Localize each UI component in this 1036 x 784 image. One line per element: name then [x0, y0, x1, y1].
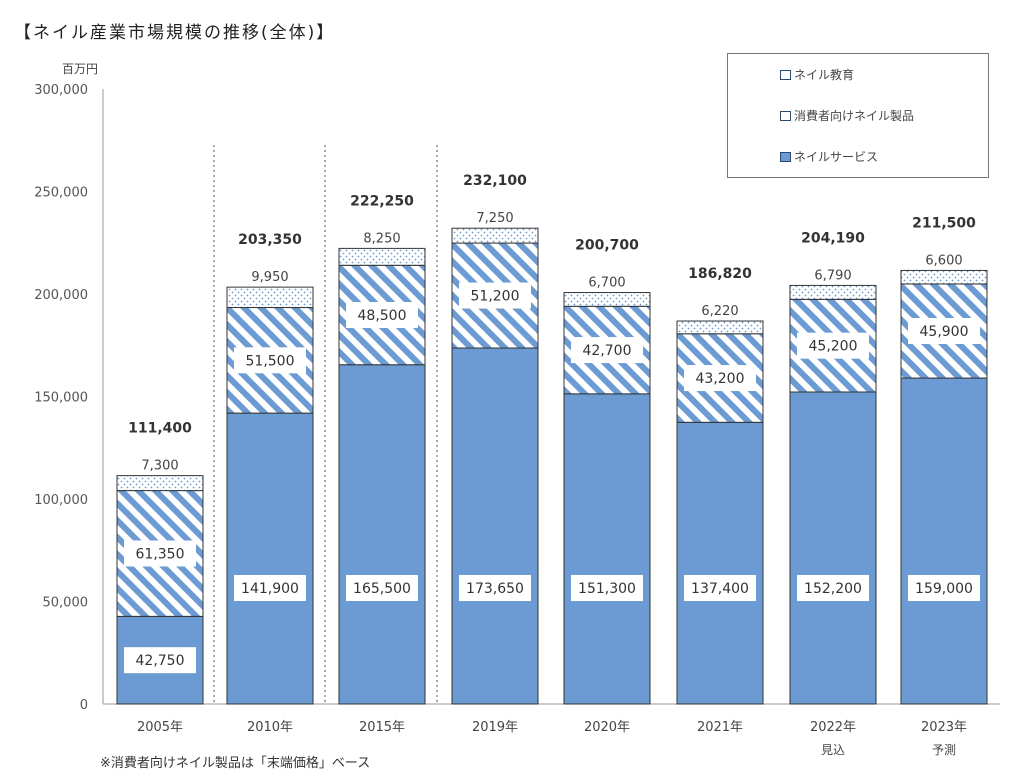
service-label: 165,500 [353, 581, 411, 597]
bar-segment-education [338, 247, 426, 266]
x-tick-label: 2021年 [697, 720, 743, 735]
chart-title: 【ネイル産業市場規模の推移(全体)】 [14, 23, 336, 43]
products-label-bg [797, 332, 869, 359]
legend-swatch-dots [780, 69, 791, 80]
bar-segment-education [563, 292, 651, 307]
products-label: 42,700 [583, 343, 632, 359]
total-label: 203,350 [238, 232, 302, 248]
service-label: 137,400 [691, 581, 749, 597]
bar-segment-service [789, 391, 877, 705]
products-label-bg [124, 540, 196, 567]
service-label-bg [234, 575, 306, 601]
products-label: 51,500 [246, 353, 295, 369]
x-tick-label: 2019年 [472, 720, 518, 735]
total-label: 186,820 [688, 266, 752, 282]
y-axis-unit: 百万円 [62, 62, 99, 76]
x-tick-label: 2023年 [921, 720, 967, 735]
service-label: 42,750 [136, 653, 185, 669]
bar-segment-service [226, 412, 314, 705]
bar-segment-education [900, 269, 988, 285]
service-label-bg [459, 575, 531, 601]
education-label: 9,950 [251, 270, 288, 285]
y-tick-label: 200,000 [34, 288, 88, 303]
service-label-bg [684, 575, 756, 601]
x-tick-label: 2010年 [247, 720, 293, 735]
products-label: 48,500 [358, 308, 407, 324]
legend-label: ネイルサービス [794, 150, 879, 164]
y-tick-label: 100,000 [34, 493, 88, 508]
education-label: 7,250 [476, 211, 513, 226]
bar-segment-service [338, 364, 426, 705]
x-tick-label: 2015年 [359, 720, 405, 735]
products-label-bg [908, 318, 980, 345]
service-label-bg [908, 575, 980, 601]
x-tick-label: 2020年 [584, 720, 630, 735]
total-label: 232,100 [463, 173, 527, 189]
bar-segment-service [900, 377, 988, 705]
bar-segment-service [676, 421, 764, 705]
legend-item-education: ネイル教育 [780, 66, 854, 83]
y-tick-label: 250,000 [34, 186, 88, 201]
service-label: 141,900 [241, 581, 299, 597]
service-label: 152,200 [804, 581, 862, 597]
bar-segment-service [451, 347, 539, 705]
products-label-bg [571, 337, 643, 364]
products-label: 45,900 [920, 324, 969, 340]
bar-segment-service [563, 393, 651, 705]
total-label: 222,250 [350, 193, 414, 209]
x-tick-sublabel: 予測 [932, 743, 956, 757]
legend-swatch-solid [780, 151, 791, 162]
education-label: 6,600 [925, 253, 962, 268]
footnote: ※消費者向けネイル製品は「末端価格」ベース [100, 756, 371, 771]
bar-segment-education [451, 227, 539, 244]
bar-segment-education [116, 475, 204, 492]
bar-segment-education [789, 284, 877, 300]
total-label: 200,700 [575, 238, 639, 254]
y-tick-label: 300,000 [34, 83, 88, 98]
education-label: 6,790 [814, 268, 851, 283]
x-tick-sublabel: 見込 [821, 743, 845, 757]
products-label-bg [459, 282, 531, 309]
products-label: 51,200 [471, 289, 520, 305]
products-label-bg [684, 365, 756, 392]
service-label-bg [346, 575, 418, 601]
legend-label: 消費者向けネイル製品 [794, 109, 915, 123]
products-label: 43,200 [696, 371, 745, 387]
products-label: 61,350 [136, 546, 185, 562]
education-label: 7,300 [141, 459, 178, 474]
education-label: 8,250 [363, 231, 400, 246]
service-label: 151,300 [578, 581, 636, 597]
y-tick-label: 150,000 [34, 391, 88, 406]
service-label: 173,650 [466, 581, 524, 597]
products-label-bg [346, 302, 418, 329]
y-tick-label: 0 [80, 698, 88, 713]
service-label: 159,000 [915, 581, 973, 597]
x-tick-label: 2022年 [810, 720, 856, 735]
bar-segment-education [226, 286, 314, 309]
service-label-bg [797, 575, 869, 601]
service-label-bg [571, 575, 643, 601]
y-tick-label: 50,000 [43, 596, 89, 611]
total-label: 204,190 [801, 230, 865, 246]
education-label: 6,700 [588, 276, 625, 291]
products-label-bg [234, 347, 306, 374]
legend: ネイル教育 消費者向けネイル製品 ネイルサービス [727, 53, 989, 178]
bar-segment-education [676, 320, 764, 335]
total-label: 111,400 [128, 421, 192, 437]
legend-item-products: 消費者向けネイル製品 [780, 107, 914, 124]
service-label-bg [124, 647, 196, 674]
legend-swatch-stripes [780, 110, 791, 121]
x-tick-label: 2005年 [137, 720, 183, 735]
education-label: 6,220 [701, 304, 738, 319]
total-label: 211,500 [912, 215, 976, 231]
legend-item-service: ネイルサービス [780, 148, 878, 165]
products-label: 45,200 [809, 339, 858, 355]
legend-label: ネイル教育 [794, 68, 855, 82]
